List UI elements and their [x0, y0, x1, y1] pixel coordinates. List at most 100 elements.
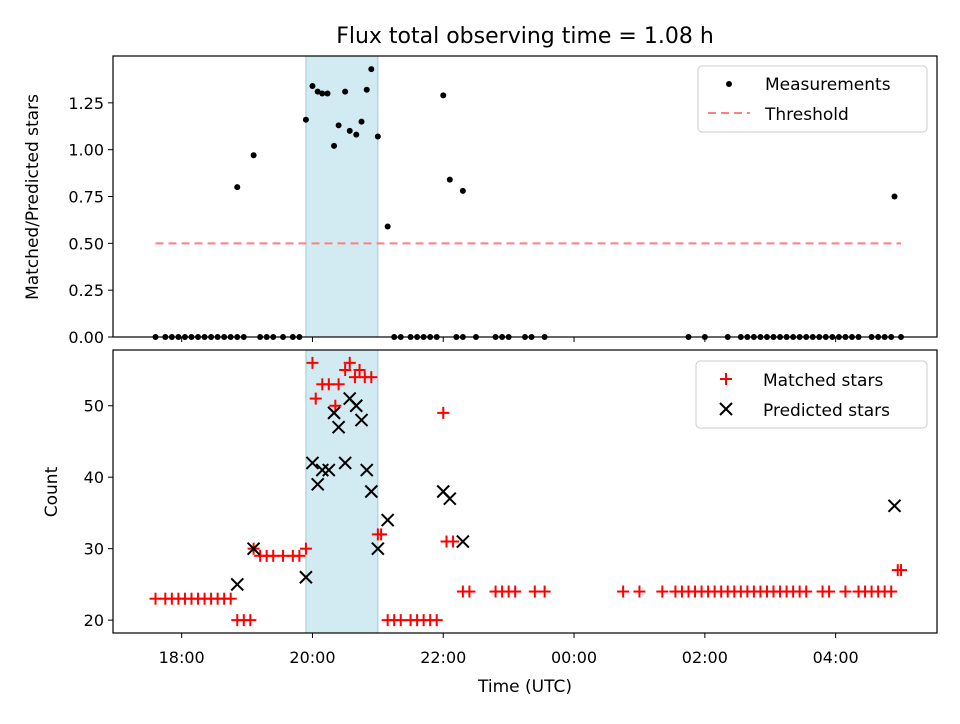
matched-star-point	[293, 549, 306, 562]
x-axis-label: Time (UTC)	[477, 677, 572, 697]
matched-star-point	[430, 614, 443, 627]
matched-star-point	[309, 392, 322, 405]
predicted-star-point	[364, 484, 379, 499]
predicted-star-point	[230, 577, 244, 592]
measurement-point	[358, 118, 365, 125]
bottom-y-tick-label: 50	[84, 397, 104, 416]
top-legend-box	[697, 65, 928, 133]
matched-star-point	[339, 364, 352, 377]
top-y-axis-label: Matched/Predicted stars	[23, 94, 43, 300]
matched-star-point	[617, 585, 630, 598]
top-y-tick-label: 0.75	[68, 188, 104, 207]
predicted-star-point	[299, 570, 313, 584]
bottom-y-axis: 20 30 40 50	[84, 397, 113, 630]
predicted-star-point	[354, 413, 369, 427]
predicted-star-point	[443, 491, 457, 506]
measurement-point	[335, 122, 342, 129]
top-y-tick-label: 1.00	[68, 141, 104, 160]
x-tick-label: 00:00	[551, 648, 597, 667]
matched-star-point	[332, 378, 345, 391]
legend-matched-label: Matched stars	[763, 371, 883, 391]
bottom-observing-window-shade	[305, 349, 379, 634]
measurement-point	[302, 116, 309, 123]
x-tick-label: 04:00	[813, 648, 859, 667]
matched-star-point	[343, 356, 356, 369]
top-y-tick-label: 0.00	[68, 328, 104, 347]
top-y-axis: 0.00 0.25 0.50 0.75 1.00 1.25	[68, 94, 113, 347]
top-axes-frame	[112, 55, 938, 338]
legend-measurements-label: Measurements	[765, 75, 891, 95]
bottom-y-tick-label: 40	[84, 468, 104, 487]
bottom-x-axis: 18:00 20:00 22:00 00:00 02:00 04:00	[159, 633, 859, 667]
bottom-y-axis-label: Count	[42, 466, 62, 517]
top-legend: Measurements Threshold	[697, 65, 928, 133]
legend-threshold-label: Threshold	[764, 105, 849, 125]
matched-star-point	[823, 585, 836, 598]
predicted-star-point	[887, 499, 902, 513]
matched-star-point	[365, 371, 378, 384]
x-tick-label: 22:00	[420, 648, 466, 667]
predicted-star-point	[327, 406, 341, 420]
bottom-legend-box	[695, 360, 928, 429]
measurement-point	[324, 90, 331, 97]
measurement-point	[309, 82, 316, 89]
bottom-y-tick-label: 20	[84, 611, 104, 630]
predicted-star-point	[331, 420, 346, 434]
measurement-point	[250, 152, 257, 159]
measurement-point	[384, 223, 391, 230]
matched-star-point	[800, 585, 813, 598]
predicted-star-point	[305, 456, 320, 470]
measurement-point	[459, 187, 466, 194]
predicted-star-point	[380, 513, 395, 527]
measurement-point	[891, 193, 898, 200]
matched-star-point	[633, 585, 646, 598]
measurement-point	[368, 66, 375, 73]
predicted-stars-series	[230, 391, 902, 592]
predicted-star-point	[315, 463, 329, 477]
x-tick-label: 20:00	[289, 648, 335, 667]
measurement-point	[446, 176, 453, 183]
predicted-star-point	[371, 541, 385, 556]
measurement-point	[319, 90, 326, 97]
chart-title: Flux total observing time = 1.08 h	[336, 24, 714, 49]
top-observing-window-shade	[305, 55, 379, 338]
matched-star-point	[224, 592, 237, 605]
measurement-point	[440, 92, 447, 99]
matched-star-point	[839, 585, 852, 598]
predicted-star-point	[349, 399, 363, 413]
measurement-point	[374, 133, 381, 140]
matched-star-point	[437, 406, 450, 419]
matched-star-point	[447, 535, 460, 548]
measurement-point	[331, 142, 338, 149]
x-tick-label: 02:00	[682, 648, 728, 667]
matched-star-point	[656, 585, 669, 598]
bottom-y-tick-label: 30	[84, 540, 104, 559]
measurement-point	[346, 127, 353, 134]
matched-star-point	[463, 585, 476, 598]
measurement-point	[363, 86, 370, 93]
legend-measurements-marker	[726, 81, 732, 87]
matched-star-point	[885, 585, 898, 598]
matched-star-point	[895, 564, 908, 577]
legend-predicted-marker	[719, 402, 733, 416]
matched-star-point	[299, 542, 312, 555]
matched-star-point	[306, 356, 319, 369]
measurement-point	[314, 88, 321, 95]
matched-star-point	[244, 614, 257, 627]
matched-star-point	[538, 585, 551, 598]
x-tick-label: 18:00	[159, 648, 205, 667]
predicted-star-point	[322, 463, 336, 477]
measurement-point	[342, 88, 349, 95]
predicted-star-point	[310, 477, 325, 492]
top-x-axis	[181, 337, 837, 342]
predicted-star-point	[338, 456, 352, 470]
measurement-point	[353, 131, 360, 138]
measurement-point	[234, 184, 241, 191]
matched-stars-series	[149, 356, 908, 627]
top-y-tick-label: 0.25	[68, 281, 104, 300]
bottom-legend: Matched stars Predicted stars	[695, 360, 928, 429]
predicted-star-point	[360, 463, 374, 477]
top-y-tick-label: 0.50	[68, 234, 104, 253]
top-panel: 0.00 0.25 0.50 0.75 1.00 1.25 Matched/Predict…	[23, 55, 938, 347]
